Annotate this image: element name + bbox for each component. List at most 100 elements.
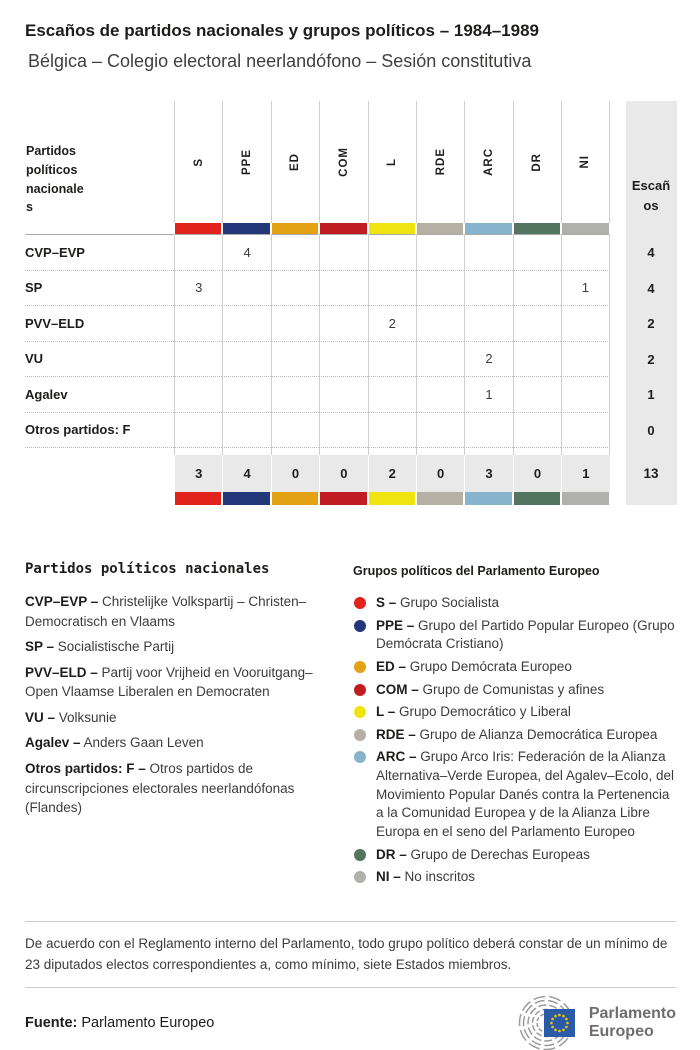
- national-parties-legend-items: CVP–EVP – Christelijke Volkspartij – Chr…: [25, 592, 343, 818]
- totals-value: 0: [319, 455, 368, 493]
- seat-value: [174, 235, 223, 271]
- group-color-bar-PPE: [222, 223, 271, 236]
- group-color-dot: [354, 706, 366, 719]
- seat-value: [222, 377, 271, 413]
- seat-value: [415, 306, 465, 342]
- spacer: [25, 448, 174, 455]
- totals-value: 1: [561, 455, 610, 493]
- party-name: SP: [25, 271, 174, 307]
- political-groups-legend-title: Grupos políticos del Parlamento Europeo: [353, 564, 600, 579]
- totals-color-bar-ARC: [464, 492, 513, 506]
- seat-value: 2: [367, 306, 416, 342]
- seat-value: [270, 341, 320, 378]
- party-name: Otros partidos: F: [25, 413, 174, 449]
- seat-value: [415, 412, 465, 449]
- party-total: 1: [625, 377, 677, 413]
- seat-value: [319, 377, 368, 413]
- seat-value: [464, 412, 513, 449]
- col-header-COM: COM: [319, 101, 367, 224]
- ep-logo-line1: Parlamento: [588, 1004, 676, 1022]
- totals-color-bar-DR: [512, 492, 562, 506]
- totals-value: 0: [512, 455, 562, 493]
- column-gap: [610, 413, 626, 449]
- group-legend-item: S – Grupo Socialista: [353, 594, 675, 613]
- seat-value: [222, 270, 271, 307]
- totals-color-bar-COM: [319, 492, 368, 506]
- ep-hemicycle-icon: [518, 996, 575, 1050]
- divider-top: [25, 920, 676, 922]
- group-legend-text: DR – Grupo de Derechas Europeas: [376, 846, 590, 862]
- source-line: Fuente: Parlamento Europeo: [25, 1015, 214, 1031]
- seat-value: [415, 270, 465, 307]
- col-header-S: S: [174, 101, 222, 224]
- spacer: [270, 448, 319, 456]
- seat-value: [222, 412, 271, 449]
- seat-value: [319, 341, 368, 378]
- group-legend-item: ARC – Grupo Arco Iris: Federación de la …: [353, 748, 675, 841]
- party-total: 4: [625, 270, 677, 307]
- party-legend-item: CVP–EVP – Christelijke Volkspartij – Chr…: [25, 594, 307, 629]
- group-color-dot: [354, 871, 366, 884]
- seats-table: Partidos políticos nacionales S PPE ED COM L R…: [25, 101, 677, 506]
- party-name: PVV–ELD: [25, 306, 174, 342]
- seat-value: [270, 235, 320, 271]
- group-color-bar-DR: [512, 223, 562, 236]
- totals-value: 3: [174, 455, 223, 493]
- seat-value: [464, 235, 513, 271]
- group-color-dot: [354, 728, 366, 741]
- spacer: [367, 448, 416, 456]
- seat-value: [174, 306, 223, 342]
- column-gap: [610, 492, 626, 505]
- group-legend-text: PPE – Grupo del Partido Popular Europeo …: [376, 617, 675, 652]
- spacer: [174, 448, 222, 456]
- seat-value: [174, 412, 223, 449]
- seat-value: [270, 306, 320, 342]
- group-legend-item: ED – Grupo Demócrata Europeo: [353, 658, 675, 677]
- totals-value: 0: [270, 455, 320, 493]
- group-legend-text: COM – Grupo de Comunistas y afines: [376, 681, 605, 697]
- col-header-seats: Escaños: [625, 101, 677, 224]
- spacer: [415, 448, 464, 456]
- party-legend-item: Agalev – Anders Gaan Leven: [25, 735, 204, 751]
- seat-value: [561, 412, 610, 449]
- column-gap: [610, 271, 626, 307]
- spacer: [512, 448, 561, 456]
- seat-value: [561, 235, 610, 271]
- seat-value: [319, 235, 368, 271]
- totals-value: 0: [415, 455, 465, 493]
- seat-value: [415, 341, 465, 378]
- spacer: [222, 448, 270, 456]
- seat-value: [512, 270, 562, 307]
- col-header-DR: DR: [512, 101, 561, 224]
- party-legend-item: PVV–ELD – Partij voor Vrijheid en Voorui…: [25, 664, 313, 700]
- political-groups-legend: Grupos políticos del Parlamento Europeo …: [353, 561, 675, 891]
- seat-value: [561, 306, 610, 342]
- seats-col-end: [625, 492, 677, 506]
- source-text: Parlamento Europeo: [81, 1015, 215, 1032]
- seat-value: [415, 377, 465, 413]
- national-parties-legend: Partidos políticos nacionales CVP–EVP – …: [25, 561, 343, 891]
- group-legend-item: L – Grupo Democrático y Liberal: [353, 703, 675, 722]
- spacer: [464, 448, 512, 456]
- party-total: 0: [625, 412, 677, 449]
- column-gap: [610, 235, 626, 271]
- group-legend-text: ED – Grupo Demócrata Europeo: [376, 658, 572, 674]
- column-gap: [610, 455, 626, 492]
- party-legend-item: Otros partidos: F – Otros partidos de ci…: [25, 761, 295, 816]
- seat-value: [415, 235, 465, 271]
- group-color-bar-COM: [319, 223, 368, 236]
- column-gap: [610, 306, 626, 342]
- group-legend-text: L – Grupo Democrático y Liberal: [376, 704, 571, 720]
- eu-flag-stars: [550, 1013, 569, 1033]
- group-legend-item: COM – Grupo de Comunistas y afines: [353, 681, 675, 700]
- party-legend-item: VU – Volksunie: [25, 709, 117, 725]
- seats-col-fill: [625, 223, 677, 236]
- group-color-dot: [354, 848, 366, 861]
- footer: Fuente: Parlamento Europeo: [25, 996, 676, 1050]
- party-total: 2: [625, 306, 677, 342]
- column-gap: [610, 101, 626, 223]
- group-color-dot: [354, 683, 366, 696]
- source-label: Fuente:: [25, 1015, 78, 1032]
- seats-table-wrapper: Partidos políticos nacionales S PPE ED COM L R…: [25, 101, 677, 506]
